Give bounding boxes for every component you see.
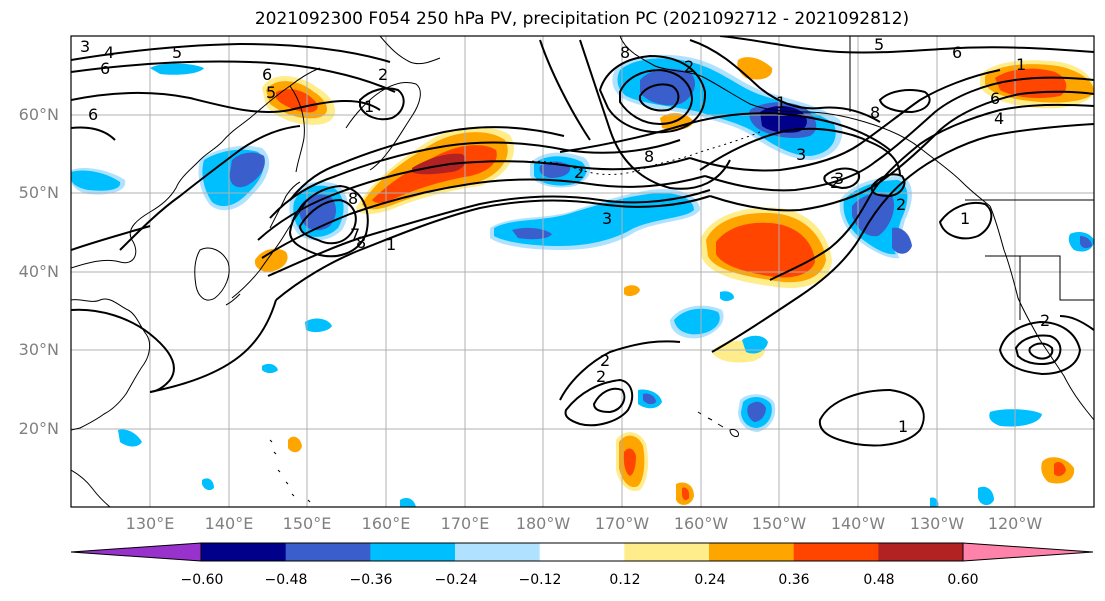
contour-label: 1 <box>364 97 374 116</box>
contour-label: 7 <box>350 225 360 244</box>
colorbar-tick: 0.36 <box>778 572 810 588</box>
contour-label: 6 <box>88 105 98 124</box>
contour-label: 6 <box>262 65 272 84</box>
contour-label: 2 <box>596 367 606 386</box>
contour-label: 8 <box>870 103 880 122</box>
contour-label: 4 <box>104 43 114 62</box>
contour-label: 1 <box>1016 55 1026 74</box>
lon-label: 150°W <box>751 514 807 533</box>
lon-label: 130°E <box>125 514 175 533</box>
lat-label: 30°N <box>18 340 59 359</box>
map-gridlines <box>71 36 1094 507</box>
colorbar-tick: 0.60 <box>947 572 979 588</box>
colorbar-tick: 0.24 <box>694 572 726 588</box>
lon-label: 140°E <box>204 514 254 533</box>
lon-label: 150°E <box>282 514 332 533</box>
colorbar-tick: −0.60 <box>180 572 224 588</box>
colorbar-tick: 0.48 <box>863 572 895 588</box>
contour-label: 8 <box>620 43 630 62</box>
coastlines <box>71 36 1094 507</box>
colorbar-tick: 0.12 <box>609 572 641 588</box>
colorbar-tick: −0.12 <box>518 572 562 588</box>
lat-label: 50°N <box>18 183 59 202</box>
contour-label: 5 <box>874 35 884 54</box>
contour-label: 6 <box>990 89 1000 108</box>
contour-label: 1 <box>386 235 396 254</box>
contour-label: 1 <box>898 417 908 436</box>
contour-label: 2 <box>896 195 906 214</box>
contour-label: 8 <box>348 189 358 208</box>
contour-label: 2 <box>830 173 840 192</box>
contour-label: 2 <box>600 351 610 370</box>
contour-label: 3 <box>834 169 844 188</box>
lon-label: 160°W <box>673 514 729 533</box>
pv-contours <box>71 36 1094 447</box>
lat-label: 20°N <box>18 419 59 438</box>
contour-label: 6 <box>100 59 110 78</box>
precip-positive-shading <box>254 57 1094 505</box>
contour-label: 2 <box>1040 311 1050 330</box>
contour-label: 3 <box>796 145 806 164</box>
lon-label: 160°E <box>361 514 411 533</box>
lat-label: 60°N <box>18 105 59 124</box>
contour-label: 5 <box>266 83 276 102</box>
contour-label: 1 <box>776 93 786 112</box>
contour-label: 2 <box>574 163 584 182</box>
contour-label: 2 <box>684 57 694 76</box>
map-frame <box>70 35 1095 508</box>
lon-label: 170°W <box>594 514 650 533</box>
map-title: 2021092300 F054 250 hPa PV, precipitatio… <box>254 9 910 29</box>
lon-label: 140°W <box>830 514 886 533</box>
colorbar-tick: −0.36 <box>349 572 393 588</box>
contour-label: 5 <box>172 43 182 62</box>
lon-label: 180°W <box>515 514 571 533</box>
lon-label: 130°W <box>909 514 965 533</box>
lat-label: 40°N <box>18 262 59 281</box>
lon-label: 120°W <box>987 514 1043 533</box>
lon-label: 170°E <box>440 514 490 533</box>
colorbar-tick: −0.24 <box>434 572 478 588</box>
colorbar-tick: −0.48 <box>264 572 308 588</box>
contour-label: 4 <box>994 109 1004 128</box>
contour-label: 8 <box>356 233 366 252</box>
contour-labels: 3 4 5 6 2 1 6 6 5 6 1 5 8 2 1 8 8 3 2 8 … <box>80 35 1050 436</box>
contour-label: 6 <box>952 43 962 62</box>
contour-label: 8 <box>644 147 654 166</box>
contour-label: 3 <box>80 37 90 56</box>
contour-label: 3 <box>602 209 612 228</box>
contour-label: 2 <box>378 65 388 84</box>
contour-label: 1 <box>960 209 970 228</box>
